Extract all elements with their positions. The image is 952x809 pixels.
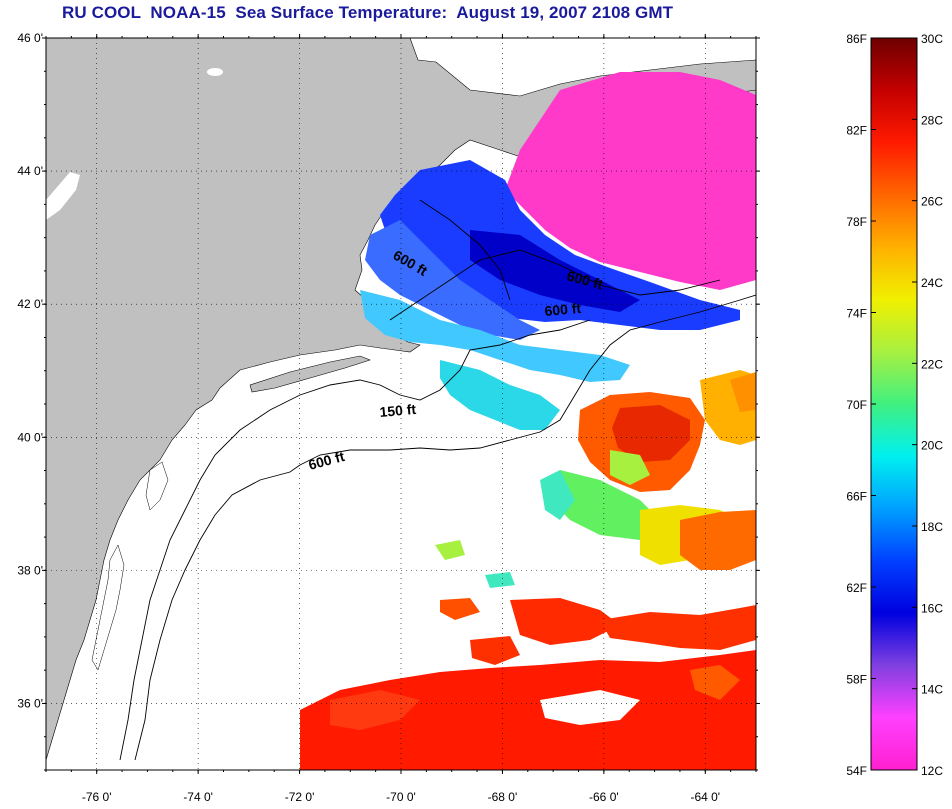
lon-tick-label: -74 0' xyxy=(183,790,213,804)
contour-label: 150 ft xyxy=(379,401,417,420)
lon-tick-label: -76 0' xyxy=(82,790,112,804)
colorbar-c-label: 20C xyxy=(921,439,943,453)
colorbar-f-label: 74F xyxy=(846,307,867,321)
lat-tick-label: 40 0' xyxy=(17,430,43,444)
delaware-bay xyxy=(145,461,169,511)
colorbar-f-label: 54F xyxy=(846,764,867,778)
colorbar-c-label: 22C xyxy=(921,357,943,371)
map-title: RU COOL NOAA-15 Sea Surface Temperature:… xyxy=(62,3,674,22)
lat-tick-label: 42 0' xyxy=(17,297,43,311)
sst-patches xyxy=(300,72,756,770)
lon-tick-label: -64 0' xyxy=(690,790,720,804)
lon-tick-label: -66 0' xyxy=(589,790,619,804)
colorbar-c-label: 24C xyxy=(921,276,943,290)
lake-white-1 xyxy=(46,172,80,220)
colorbar-c-label: 28C xyxy=(921,113,943,127)
lon-tick-label: -68 0' xyxy=(488,790,518,804)
colorbar-f-label: 86F xyxy=(846,32,867,46)
colorbar-c-label: 16C xyxy=(921,601,943,615)
graticule xyxy=(46,38,756,770)
lon-tick-label: -72 0' xyxy=(285,790,315,804)
contour-label: 600 ft xyxy=(544,300,582,319)
colorbar-f-label: 66F xyxy=(846,490,867,504)
colorbar-f-label: 78F xyxy=(846,215,867,229)
colorbar-f-label: 58F xyxy=(846,673,867,687)
colorbar-f-label: 70F xyxy=(846,398,867,412)
colorbar: 86F 82F 78F 74F 70F 66F 62F 58F 54F 30C 28C 26C 24C 2… xyxy=(846,32,943,778)
colorbar-f-label: 82F xyxy=(846,124,867,138)
lat-tick-label: 36 0' xyxy=(17,696,43,710)
colorbar-c-label: 26C xyxy=(921,195,943,209)
lat-tick-label: 44 0' xyxy=(17,164,43,178)
lat-tick-label: 46 0' xyxy=(17,31,43,45)
colorbar-ticks: 86F 82F 78F 74F 70F 66F 62F 58F 54F 30C 28C 26C 24C 2… xyxy=(846,32,943,778)
colorbar-f-label: 62F xyxy=(846,581,867,595)
axis-ticks: 46 0' 44 0' 42 0' 40 0' 38 0' 36 0' -76 0' -74 … xyxy=(17,31,760,804)
chesapeake-bay xyxy=(91,544,125,671)
colorbar-c-label: 12C xyxy=(921,764,943,778)
colorbar-c-label: 14C xyxy=(921,683,943,697)
land-long-island xyxy=(249,355,371,393)
depth-contours xyxy=(119,199,756,761)
lat-tick-label: 38 0' xyxy=(17,563,43,577)
lon-tick-label: -70 0' xyxy=(386,790,416,804)
colorbar-c-label: 30C xyxy=(921,32,943,46)
colorbar-scale xyxy=(870,37,918,771)
lake-white-2 xyxy=(207,68,223,76)
colorbar-c-label: 18C xyxy=(921,520,943,534)
